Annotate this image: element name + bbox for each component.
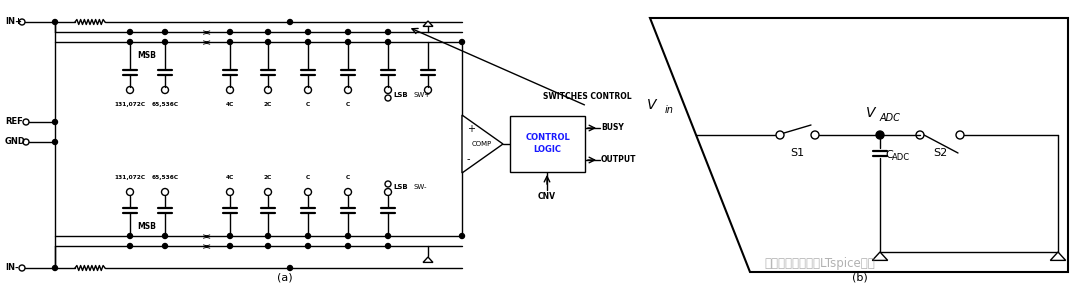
Circle shape — [306, 233, 311, 238]
Text: 2C: 2C — [264, 175, 272, 180]
Text: $\asymp$: $\asymp$ — [199, 27, 212, 37]
Polygon shape — [423, 257, 433, 262]
Text: MSB: MSB — [137, 222, 157, 231]
Text: IN-: IN- — [5, 264, 18, 273]
Polygon shape — [650, 18, 1068, 272]
Circle shape — [306, 30, 311, 35]
Text: (a): (a) — [278, 272, 293, 282]
Polygon shape — [873, 252, 888, 260]
Circle shape — [228, 244, 232, 249]
Text: 131,072C: 131,072C — [114, 102, 146, 107]
Circle shape — [306, 39, 311, 44]
Text: S1: S1 — [789, 148, 805, 158]
Circle shape — [127, 39, 133, 44]
Circle shape — [228, 30, 232, 35]
Text: +: + — [467, 124, 475, 134]
Text: 放大器参数解析与LTspice仿真: 放大器参数解析与LTspice仿真 — [765, 258, 876, 271]
Circle shape — [228, 39, 232, 44]
Text: BUSY: BUSY — [600, 124, 624, 133]
Text: LSB: LSB — [393, 184, 407, 190]
Text: 4C: 4C — [226, 102, 234, 107]
Text: LSB: LSB — [393, 92, 407, 98]
Text: V: V — [865, 106, 875, 120]
Text: MSB: MSB — [137, 51, 157, 60]
Circle shape — [266, 30, 270, 35]
Circle shape — [459, 233, 464, 238]
Text: SWITCHES CONTROL: SWITCHES CONTROL — [542, 92, 632, 101]
Circle shape — [346, 244, 351, 249]
Text: $\asymp$: $\asymp$ — [199, 241, 212, 251]
Circle shape — [162, 244, 167, 249]
Circle shape — [53, 19, 57, 24]
Text: REF: REF — [5, 117, 23, 126]
Text: LOGIC: LOGIC — [534, 144, 562, 153]
Circle shape — [287, 19, 293, 24]
Circle shape — [346, 30, 351, 35]
Text: C: C — [306, 102, 310, 107]
Text: GND: GND — [5, 137, 26, 146]
Circle shape — [287, 266, 293, 271]
Circle shape — [346, 233, 351, 238]
Text: V: V — [647, 98, 657, 112]
Circle shape — [386, 244, 391, 249]
Circle shape — [386, 233, 391, 238]
Text: C: C — [306, 175, 310, 180]
Circle shape — [266, 244, 270, 249]
Text: in: in — [664, 105, 673, 115]
Circle shape — [386, 30, 391, 35]
Text: 65,536C: 65,536C — [151, 175, 178, 180]
Circle shape — [386, 39, 391, 44]
Circle shape — [266, 233, 270, 238]
Text: C: C — [346, 102, 350, 107]
Text: C: C — [885, 150, 893, 160]
Text: COMP: COMP — [472, 141, 492, 147]
Text: 131,072C: 131,072C — [114, 175, 146, 180]
Circle shape — [459, 39, 464, 44]
Text: IN+: IN+ — [5, 17, 22, 26]
Text: 4C: 4C — [226, 175, 234, 180]
Circle shape — [53, 139, 57, 144]
Circle shape — [127, 30, 133, 35]
Text: SW-: SW- — [413, 184, 427, 190]
Circle shape — [228, 233, 232, 238]
Circle shape — [876, 131, 885, 139]
Bar — [510, 116, 585, 172]
Circle shape — [53, 266, 57, 271]
Text: $\asymp$: $\asymp$ — [199, 231, 212, 241]
Text: ADC: ADC — [880, 113, 901, 123]
Text: 2C: 2C — [264, 102, 272, 107]
Circle shape — [127, 233, 133, 238]
Circle shape — [162, 30, 167, 35]
Text: CNV: CNV — [538, 192, 556, 201]
Circle shape — [346, 39, 351, 44]
Polygon shape — [423, 21, 433, 26]
Circle shape — [162, 39, 167, 44]
Circle shape — [306, 244, 311, 249]
Text: ADC: ADC — [892, 153, 910, 162]
Text: -: - — [467, 154, 471, 164]
Polygon shape — [1050, 252, 1066, 260]
Circle shape — [53, 119, 57, 124]
Text: 65,536C: 65,536C — [151, 102, 178, 107]
Text: SW+: SW+ — [413, 92, 430, 98]
Text: C: C — [346, 175, 350, 180]
Polygon shape — [462, 115, 503, 173]
Circle shape — [127, 244, 133, 249]
Text: CONTROL: CONTROL — [525, 133, 570, 142]
Circle shape — [266, 39, 270, 44]
Text: OUTPUT: OUTPUT — [600, 155, 636, 164]
Text: $\asymp$: $\asymp$ — [199, 37, 212, 47]
Text: (b): (b) — [852, 272, 868, 282]
Text: S2: S2 — [933, 148, 947, 158]
Circle shape — [162, 233, 167, 238]
